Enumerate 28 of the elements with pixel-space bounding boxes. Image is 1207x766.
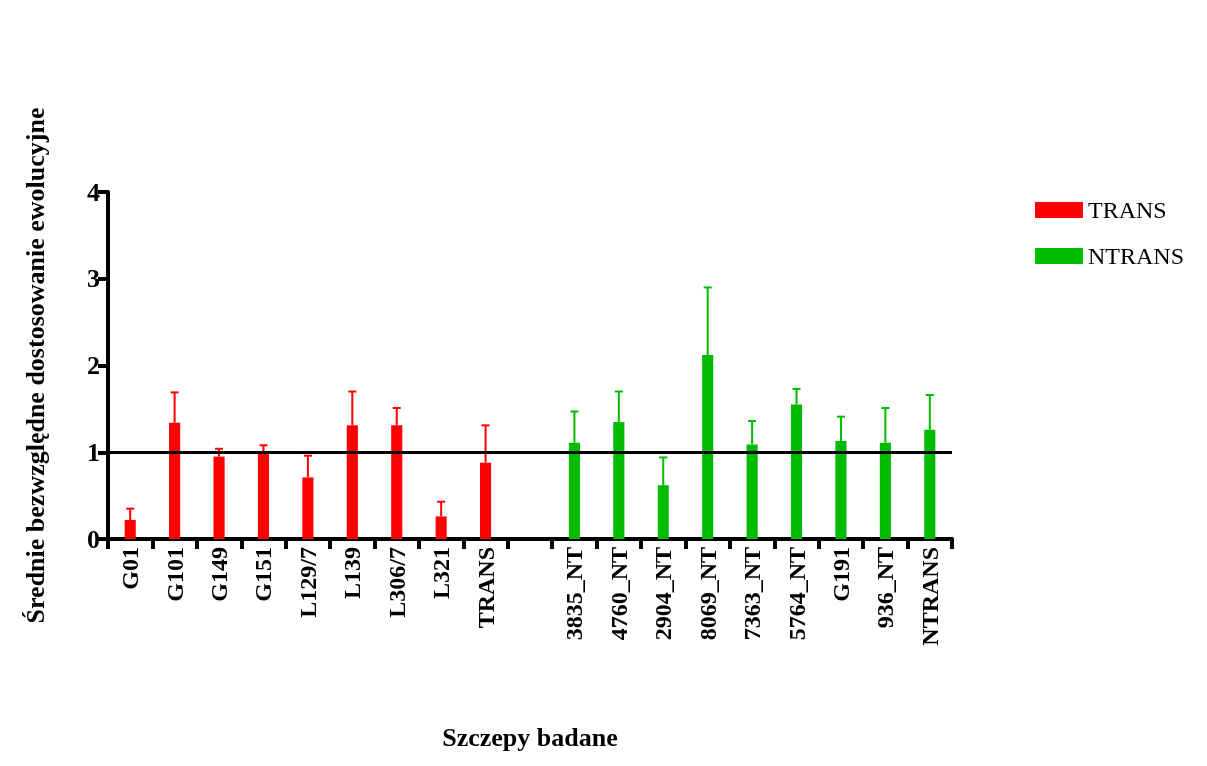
x-tick-label: G151 xyxy=(250,547,277,602)
y-tick-label: 4 xyxy=(87,177,100,207)
y-axis-title: Średnie bezwzględne dostosowanie ewolucyjne xyxy=(20,107,50,624)
x-tick-label: G01 xyxy=(117,547,144,590)
y-tick-label: 3 xyxy=(87,264,100,294)
x-tick-label: 4760_NT xyxy=(605,547,632,641)
x-tick-label: L139 xyxy=(339,547,366,600)
x-tick-label: L306/7 xyxy=(383,547,410,618)
x-tick-label: 8069_NT xyxy=(694,547,721,641)
y-tick-label: 0 xyxy=(87,524,100,554)
x-tick-label: 5764_NT xyxy=(783,547,810,641)
legend-label: NTRANS xyxy=(1087,243,1184,269)
x-tick-label: 7363_NT xyxy=(739,547,766,641)
x-tick-label: TRANS xyxy=(472,547,499,629)
x-tick-label: L321 xyxy=(428,547,455,600)
y-tick-label: 2 xyxy=(87,351,100,380)
x-tick-label: NTRANS xyxy=(916,547,943,646)
x-tick-label: L129/7 xyxy=(294,547,321,618)
x-tick-label: G101 xyxy=(161,547,188,602)
bar xyxy=(257,453,270,539)
x-axis-title: Szczepy badane xyxy=(442,722,618,752)
x-tick-label: G191 xyxy=(827,547,854,602)
x-tick-label: 936_NT xyxy=(872,547,899,629)
x-tick-label: 2904_NT xyxy=(650,547,677,641)
x-tick-label: G149 xyxy=(206,547,233,602)
y-tick-label: 1 xyxy=(87,437,100,467)
x-tick-label: 3835_NT xyxy=(561,547,588,641)
legend-label: TRANS xyxy=(1087,197,1167,223)
